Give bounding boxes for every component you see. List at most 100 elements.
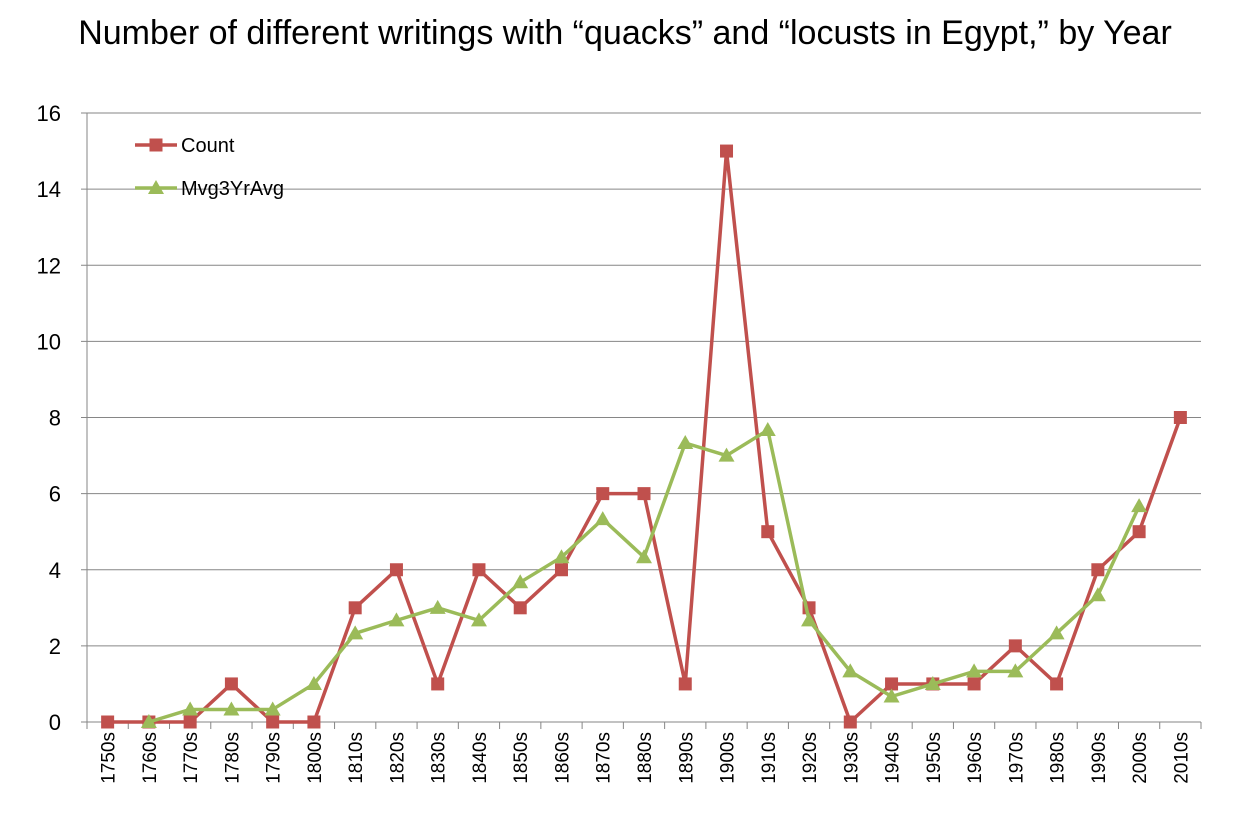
data-point [182, 701, 199, 716]
legend: Count Mvg3YrAvg [135, 135, 284, 200]
data-point [266, 715, 280, 729]
data-point [801, 612, 818, 627]
data-point [431, 677, 445, 691]
legend-item: Count [135, 135, 235, 157]
data-point [885, 677, 899, 691]
data-point [264, 701, 281, 716]
x-axis-ticks: 1750s 1760s 1770s 1780s 1790s 1800s 1810s 1820s… [86, 722, 1202, 784]
data-point [967, 677, 981, 691]
x-tick-label: 1750s [99, 732, 120, 784]
y-tick-label: 16 [37, 101, 61, 126]
data-point [140, 714, 157, 728]
legend-label: Mvg3YrAvg [181, 178, 284, 200]
x-tick-label: 1850s [511, 732, 532, 784]
data-point [637, 487, 651, 501]
data-point [1091, 563, 1105, 577]
series-line [107, 149, 1183, 724]
data-point [1173, 411, 1187, 424]
x-tick-label: 1760s [140, 732, 161, 784]
x-tick-label: 1970s [1006, 732, 1027, 784]
data-point [677, 435, 694, 450]
data-point [388, 612, 405, 627]
data-point [347, 625, 364, 640]
series-line [148, 428, 1141, 724]
data-point [149, 138, 163, 152]
y-tick-label: 10 [37, 329, 61, 354]
data-point [472, 563, 486, 577]
legend-label: Count [181, 135, 235, 157]
data-point [718, 447, 735, 462]
x-tick-label: 1980s [1048, 732, 1069, 784]
data-point [1008, 639, 1022, 653]
y-tick-label: 8 [49, 406, 61, 431]
data-point [389, 563, 403, 577]
data-point [183, 715, 197, 729]
data-point [348, 601, 362, 615]
x-tick-label: 2010s [1171, 732, 1192, 784]
series-count [101, 144, 1187, 729]
data-point [759, 422, 776, 437]
x-tick-label: 1960s [965, 732, 986, 784]
data-point [1089, 587, 1106, 602]
x-tick-label: 1770s [181, 732, 202, 784]
y-tick-label: 12 [37, 253, 61, 278]
data-point [513, 601, 527, 615]
data-point [429, 599, 446, 614]
x-tick-label: 1800s [305, 732, 326, 784]
x-tick-label: 1790s [264, 732, 285, 784]
x-tick-label: 1810s [346, 732, 367, 784]
data-point [842, 663, 859, 678]
data-point [1131, 498, 1148, 513]
legend-item: Mvg3YrAvg [135, 178, 284, 200]
data-point [224, 677, 238, 691]
data-point [594, 511, 611, 526]
x-tick-label: 1820s [387, 732, 408, 784]
chart-title: Number of different writings with “quack… [78, 14, 1172, 52]
x-tick-label: 1890s [676, 732, 697, 784]
series-mvg3yravg [140, 422, 1148, 728]
data-point [1050, 677, 1064, 691]
series-layer [101, 144, 1187, 729]
x-tick-label: 1940s [883, 732, 904, 784]
data-point [596, 487, 610, 501]
data-point [966, 663, 983, 678]
data-point [720, 144, 734, 158]
data-point [1132, 525, 1146, 539]
x-tick-label: 1910s [759, 732, 780, 784]
data-point [148, 180, 164, 194]
data-point [554, 563, 568, 577]
y-tick-label: 4 [49, 558, 61, 583]
x-tick-label: 1900s [718, 732, 739, 784]
x-tick-label: 1920s [800, 732, 821, 784]
data-point [223, 701, 240, 716]
data-point [883, 688, 900, 703]
x-tick-label: 1830s [429, 732, 450, 784]
data-point [636, 549, 652, 564]
x-tick-label: 1930s [841, 732, 862, 784]
x-tick-label: 1860s [552, 732, 573, 784]
x-tick-label: 1870s [594, 732, 615, 784]
y-tick-label: 14 [37, 177, 61, 202]
data-point [512, 574, 529, 589]
data-point [924, 675, 941, 690]
data-point [1048, 625, 1065, 640]
x-tick-label: 1780s [222, 732, 243, 784]
x-tick-label: 1950s [924, 732, 945, 784]
x-tick-label: 1840s [470, 732, 491, 784]
y-axis-ticks: 0 2 4 6 8 10 12 14 16 [37, 101, 87, 735]
data-point [843, 715, 857, 729]
data-point [678, 677, 692, 691]
x-tick-label: 1990s [1089, 732, 1110, 784]
data-point [101, 715, 115, 729]
data-point [761, 525, 775, 539]
x-tick-label: 2000s [1130, 732, 1151, 784]
y-tick-label: 2 [49, 634, 61, 659]
data-point [305, 675, 322, 690]
x-tick-label: 1880s [635, 732, 656, 784]
y-tick-label: 0 [49, 710, 61, 735]
data-point [553, 549, 570, 564]
data-point [1007, 663, 1024, 678]
data-point [307, 715, 321, 729]
y-tick-label: 6 [49, 482, 61, 507]
